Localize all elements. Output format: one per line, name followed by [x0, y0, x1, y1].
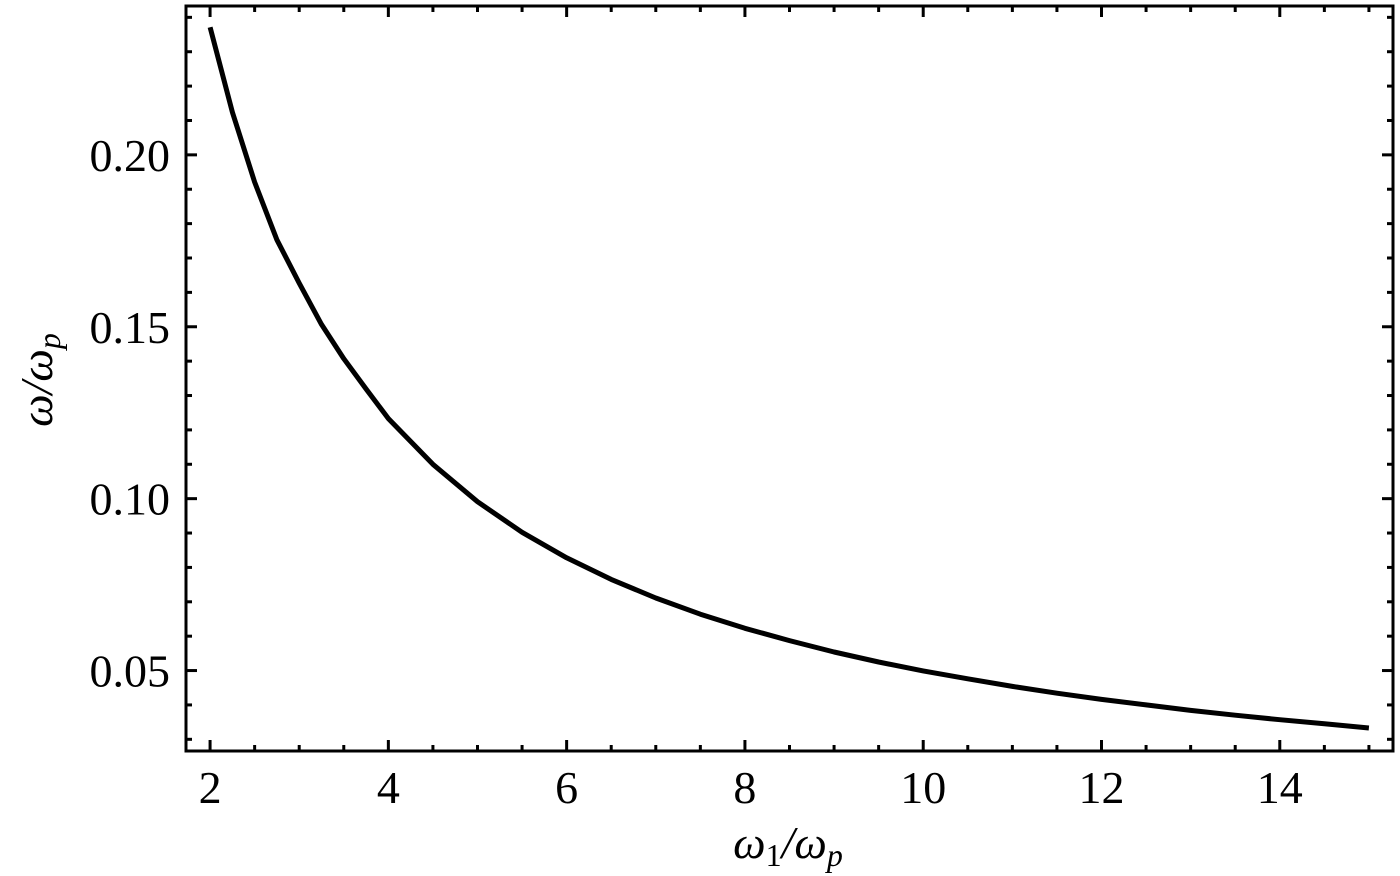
x-axis-label: ω1/ωp [733, 817, 843, 873]
y-tick-label: 0.15 [90, 302, 171, 353]
data-curve [207, 26, 1370, 731]
x-tick-label: 12 [1079, 762, 1125, 813]
x-tick-label: 10 [900, 762, 946, 813]
plot-frame [184, 4, 1395, 753]
x-tick-label: 2 [199, 762, 222, 813]
x-tick-label: 8 [733, 762, 756, 813]
x-tick-label: 4 [377, 762, 400, 813]
y-tick-label: 0.05 [90, 646, 171, 697]
y-axis-label: ω/ωp [11, 333, 67, 427]
y-tick-label: 0.20 [90, 130, 171, 181]
tick-labels: 2 4 6 8 10 12 14 0.05 0.10 0.15 0.20 [90, 130, 1303, 813]
y-tick-label: 0.10 [90, 474, 171, 525]
x-tick-label: 6 [555, 762, 578, 813]
x-tick-label: 14 [1257, 762, 1303, 813]
